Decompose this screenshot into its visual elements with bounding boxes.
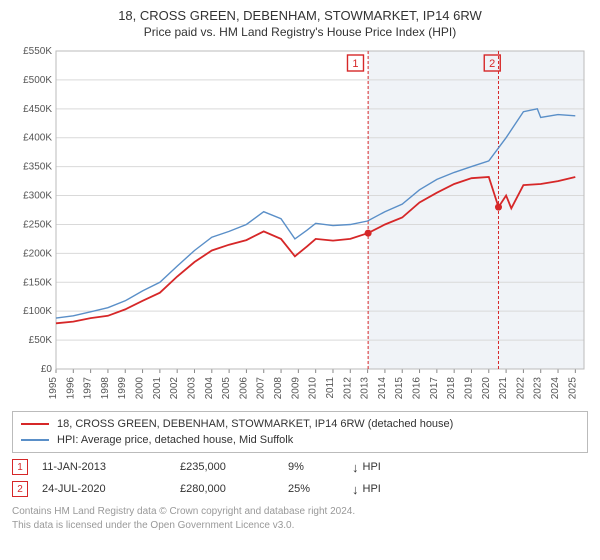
svg-text:2016: 2016 <box>412 377 423 400</box>
legend-swatch-red <box>21 423 49 425</box>
sale-price: £280,000 <box>180 483 288 495</box>
svg-text:£300K: £300K <box>23 191 52 202</box>
sale-row: 1 11-JAN-2013£235,0009% ↓ HPI <box>12 459 588 475</box>
legend-row-red: 18, CROSS GREEN, DEBENHAM, STOWMARKET, I… <box>21 416 579 432</box>
svg-text:2014: 2014 <box>377 377 388 400</box>
svg-text:2024: 2024 <box>550 377 561 400</box>
svg-text:£450K: £450K <box>23 104 52 115</box>
arrow-down-icon: ↓ <box>352 482 359 497</box>
svg-text:2023: 2023 <box>533 377 544 400</box>
svg-text:2013: 2013 <box>360 377 371 400</box>
footer-attribution: Contains HM Land Registry data © Crown c… <box>12 505 588 532</box>
arrow-down-icon: ↓ <box>352 460 359 475</box>
sale-vs: HPI <box>363 483 381 495</box>
sale-pct: 25% <box>288 483 348 495</box>
footer-line1: Contains HM Land Registry data © Crown c… <box>12 505 588 519</box>
svg-text:2021: 2021 <box>498 377 509 400</box>
sale-marker: 2 <box>12 481 28 497</box>
sale-marker: 1 <box>12 459 28 475</box>
svg-text:1995: 1995 <box>48 377 59 400</box>
svg-text:1: 1 <box>352 58 358 70</box>
sale-date: 11-JAN-2013 <box>42 461 180 473</box>
svg-text:2019: 2019 <box>463 377 474 400</box>
chart-title: 18, CROSS GREEN, DEBENHAM, STOWMARKET, I… <box>12 8 588 23</box>
svg-text:1999: 1999 <box>117 377 128 400</box>
svg-text:2020: 2020 <box>481 377 492 400</box>
svg-text:2: 2 <box>489 58 495 70</box>
svg-text:2025: 2025 <box>567 377 578 400</box>
svg-text:2004: 2004 <box>204 377 215 400</box>
svg-text:2005: 2005 <box>221 377 232 400</box>
legend-label-blue: HPI: Average price, detached house, Mid … <box>57 434 293 446</box>
svg-text:2006: 2006 <box>238 377 249 400</box>
svg-text:£250K: £250K <box>23 219 52 230</box>
price-chart: £0 £50K £100K £150K £200K £250K £300K £350K £400… <box>12 45 588 405</box>
svg-text:1996: 1996 <box>65 377 76 400</box>
svg-text:£0: £0 <box>41 364 53 375</box>
svg-text:2018: 2018 <box>446 377 457 400</box>
svg-text:2007: 2007 <box>256 377 267 400</box>
svg-text:2017: 2017 <box>429 377 440 400</box>
svg-text:£500K: £500K <box>23 75 52 86</box>
sale-pct: 9% <box>288 461 348 473</box>
svg-text:2001: 2001 <box>152 377 163 400</box>
chart-subtitle: Price paid vs. HM Land Registry's House … <box>12 25 588 39</box>
legend: 18, CROSS GREEN, DEBENHAM, STOWMARKET, I… <box>12 411 588 453</box>
sale-date: 24-JUL-2020 <box>42 483 180 495</box>
svg-text:£400K: £400K <box>23 133 52 144</box>
svg-text:2015: 2015 <box>394 377 405 400</box>
sale-vs: HPI <box>363 461 381 473</box>
svg-text:2011: 2011 <box>325 377 336 399</box>
sale-price: £235,000 <box>180 461 288 473</box>
svg-text:£150K: £150K <box>23 277 52 288</box>
svg-text:2002: 2002 <box>169 377 180 400</box>
legend-swatch-blue <box>21 439 49 441</box>
svg-text:£100K: £100K <box>23 306 52 317</box>
svg-text:£50K: £50K <box>29 335 53 346</box>
svg-text:£350K: £350K <box>23 162 52 173</box>
svg-text:1997: 1997 <box>83 377 94 400</box>
svg-text:2000: 2000 <box>135 377 146 400</box>
svg-text:2022: 2022 <box>515 377 526 400</box>
svg-text:1998: 1998 <box>100 377 111 400</box>
legend-label-red: 18, CROSS GREEN, DEBENHAM, STOWMARKET, I… <box>57 418 453 430</box>
legend-row-blue: HPI: Average price, detached house, Mid … <box>21 432 579 448</box>
svg-text:2003: 2003 <box>186 377 197 400</box>
svg-text:£550K: £550K <box>23 46 52 57</box>
svg-text:2012: 2012 <box>342 377 353 400</box>
footer-line2: This data is licensed under the Open Gov… <box>12 519 588 533</box>
svg-text:£200K: £200K <box>23 248 52 259</box>
svg-text:2010: 2010 <box>308 377 319 400</box>
svg-text:2009: 2009 <box>290 377 301 400</box>
svg-text:2008: 2008 <box>273 377 284 400</box>
sale-row: 2 24-JUL-2020£280,00025% ↓ HPI <box>12 481 588 497</box>
